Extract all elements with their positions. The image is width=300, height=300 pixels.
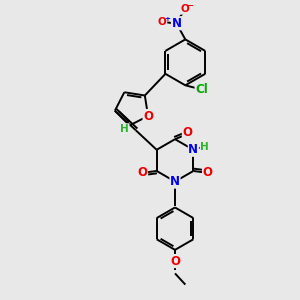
Text: O: O <box>180 4 189 14</box>
Text: O: O <box>143 110 153 122</box>
Text: O: O <box>158 17 167 27</box>
Text: −: − <box>186 1 193 10</box>
Text: O: O <box>170 254 180 268</box>
Text: H: H <box>120 124 129 134</box>
Text: H: H <box>200 142 209 152</box>
Text: O: O <box>202 166 212 179</box>
Text: Cl: Cl <box>195 83 208 96</box>
Text: O: O <box>182 126 192 139</box>
Text: O: O <box>137 166 148 179</box>
Text: +: + <box>164 16 170 22</box>
Text: N: N <box>170 175 180 188</box>
Text: N: N <box>188 143 198 156</box>
Text: N: N <box>172 17 182 30</box>
